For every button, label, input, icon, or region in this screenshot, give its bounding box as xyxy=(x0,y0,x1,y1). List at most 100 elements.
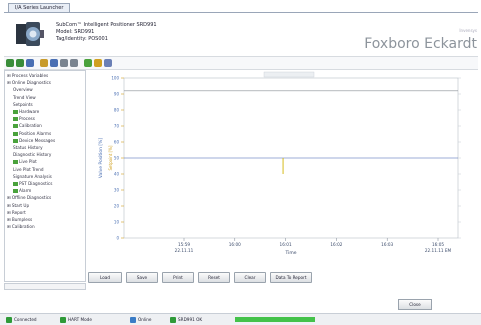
action-button-save[interactable]: Save xyxy=(126,272,158,283)
device-icon xyxy=(14,20,46,48)
back-icon[interactable] xyxy=(6,59,14,67)
toolbar xyxy=(4,56,478,70)
expand-icon[interactable]: ⊞ xyxy=(7,195,12,201)
chart-icon[interactable] xyxy=(94,59,102,67)
action-button-data-to-report[interactable]: Data To Report xyxy=(270,272,312,283)
expand-icon[interactable]: ⊞ xyxy=(7,202,12,208)
expand-icon[interactable]: ⊞ xyxy=(7,224,12,230)
tree-item[interactable]: Hardware xyxy=(13,109,39,114)
status-check-icon xyxy=(13,110,18,114)
tree-item[interactable]: Setpoints xyxy=(13,102,33,107)
y-tick-label: 60 xyxy=(114,140,120,145)
home-icon[interactable] xyxy=(26,59,34,67)
tree-item-label: Process xyxy=(19,116,35,122)
tree-item-label: Overview xyxy=(13,87,33,93)
tree-item[interactable]: ⊞ Report xyxy=(7,210,26,215)
x-tick-label: 15:59 xyxy=(178,242,190,247)
y-axis-label: Valve Position [%] xyxy=(98,138,104,179)
y-tick-label: 20 xyxy=(114,204,120,209)
x-tick-label: 16:02 xyxy=(330,242,342,247)
status-check-icon xyxy=(13,117,18,122)
close-button[interactable]: Close xyxy=(398,299,432,310)
y-tick-label: 0 xyxy=(116,236,119,241)
expand-icon[interactable]: ⊞ xyxy=(7,80,12,86)
status-item: Connected xyxy=(6,316,37,323)
action-button-load[interactable]: Load xyxy=(88,272,122,283)
tree-item[interactable]: PST Diagnostics xyxy=(13,181,52,186)
progress-fill xyxy=(235,317,315,322)
tree-item[interactable]: Calibration xyxy=(13,123,42,129)
navigation-tree: ⊞ Process Variables ⊞ Online Diagnostics O… xyxy=(4,70,86,282)
expand-icon[interactable]: ⊞ xyxy=(7,73,12,78)
tree-item[interactable]: ⊞ Bumpless xyxy=(7,217,32,222)
status-check-icon xyxy=(13,182,18,186)
print-icon[interactable] xyxy=(60,59,68,67)
y-tick-label: 70 xyxy=(114,124,120,129)
x-tick-label: 16:05 xyxy=(432,242,444,247)
brand-logo: Foxboro Eckardt xyxy=(364,36,477,52)
tree-item[interactable]: Status History xyxy=(13,145,43,150)
tree-item-label: Bumpless xyxy=(11,217,33,222)
tree-item[interactable]: ⊞ Start Up xyxy=(7,203,29,208)
y-tick-label: 80 xyxy=(114,108,120,113)
trend-chart: 100 90 80 70 60 50 40 30 20 10 0 Valve Position [%]… xyxy=(88,70,478,282)
status-check-icon xyxy=(13,189,18,194)
tree-item[interactable]: Trend View xyxy=(13,95,36,100)
help-icon[interactable] xyxy=(104,59,112,67)
action-button-clear[interactable]: Clear xyxy=(234,272,266,283)
settings-icon[interactable] xyxy=(70,59,78,67)
tree-item[interactable]: Live Plot xyxy=(13,159,37,165)
status-check-icon xyxy=(13,160,18,165)
status-light-icon xyxy=(60,317,66,323)
status-label: Connected xyxy=(14,317,37,322)
tree-item[interactable]: ⊞ Process Variables xyxy=(7,73,48,78)
tree-item-label: Calibration xyxy=(19,123,42,129)
status-light-icon xyxy=(6,317,12,323)
tree-item[interactable]: Position Alarms xyxy=(13,131,51,136)
status-check-icon xyxy=(13,124,18,129)
tree-horizontal-scrollbar[interactable] xyxy=(4,283,86,290)
status-label: Online xyxy=(138,317,152,322)
tree-item-label: Online Diagnostics xyxy=(11,80,51,86)
tree-item-label: Position Alarms xyxy=(19,130,52,136)
x-tick-label: 16:03 xyxy=(381,242,393,247)
action-button-reset[interactable]: Reset xyxy=(198,272,230,283)
tree-item[interactable]: ⊞ Online Diagnostics xyxy=(7,80,51,85)
expand-icon[interactable]: ⊞ xyxy=(7,217,12,222)
status-check-icon xyxy=(13,131,18,136)
status-label: SRD991 OK xyxy=(178,317,203,322)
tree-item[interactable]: Live Plot Trend xyxy=(13,167,44,172)
tree-item[interactable]: Alarm xyxy=(13,188,31,194)
y-tick-label: 30 xyxy=(114,188,120,193)
tree-item[interactable]: Signature Analysis xyxy=(13,174,52,179)
status-label: HART Mode xyxy=(68,317,92,322)
save-icon[interactable] xyxy=(50,59,58,67)
tree-item[interactable]: Overview xyxy=(13,87,33,92)
brand-tagline: Invensys xyxy=(459,28,477,33)
grid-icon[interactable] xyxy=(84,59,92,67)
tree-item[interactable]: Diagnostic History xyxy=(13,152,51,157)
y-tick-label: 100 xyxy=(111,76,119,81)
tab-bar xyxy=(4,2,478,13)
status-item: HART Mode xyxy=(60,316,92,323)
tree-item[interactable]: Process xyxy=(13,116,35,122)
x-tick-label: 16:00 xyxy=(229,242,241,247)
tree-item-label: Status History xyxy=(13,145,43,150)
tree-item-label: Signature Analysis xyxy=(13,173,52,179)
chart-action-bar: Load Save Print Reset Clear Data To Report xyxy=(88,272,388,284)
tree-item[interactable]: ⊞ Offline Diagnostics xyxy=(7,195,51,200)
status-item: SRD991 OK xyxy=(170,316,202,323)
action-button-print[interactable]: Print xyxy=(162,272,194,283)
expand-icon[interactable]: ⊞ xyxy=(7,209,12,215)
status-light-icon xyxy=(170,317,176,323)
open-icon[interactable] xyxy=(40,59,48,67)
tab-launcher[interactable]: I/A Series Launcher xyxy=(8,3,71,12)
forward-icon[interactable] xyxy=(16,59,24,67)
tree-item-label: Live Plot xyxy=(19,159,37,165)
tree-item[interactable]: ⊞ Calibration xyxy=(7,224,35,229)
tree-item-label: Calibration xyxy=(11,224,35,230)
tree-item[interactable]: Device Messages xyxy=(13,138,55,143)
tree-item-label: Offline Diagnostics xyxy=(11,195,52,201)
progress-bar xyxy=(235,317,315,322)
